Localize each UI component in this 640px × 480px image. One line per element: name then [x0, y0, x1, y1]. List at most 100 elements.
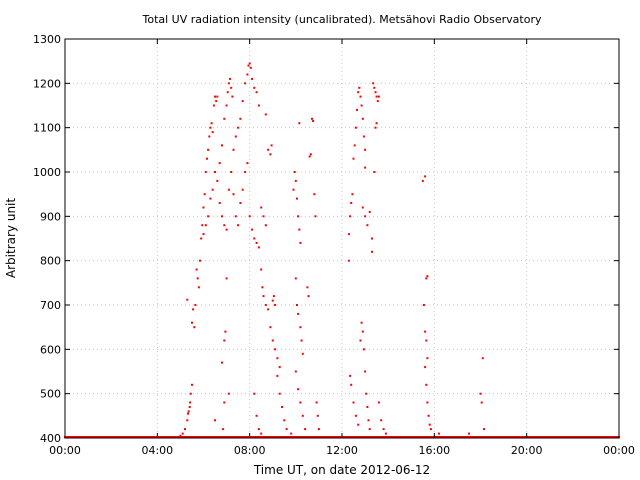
data-point [239, 117, 242, 120]
data-point [312, 120, 315, 122]
data-point [274, 304, 277, 306]
data-point [301, 414, 304, 417]
y-tick-label: 700 [40, 299, 61, 312]
data-point [267, 308, 270, 311]
data-point [349, 215, 352, 218]
data-point [425, 277, 428, 280]
data-point [373, 86, 376, 89]
data-point [212, 104, 215, 107]
data-point [237, 126, 240, 129]
data-point [209, 197, 212, 200]
data-point [261, 286, 264, 289]
data-point [299, 326, 302, 329]
data-point [283, 419, 286, 422]
data-point [231, 95, 234, 98]
data-point [374, 126, 377, 129]
data-point [270, 144, 273, 147]
y-tick-label: 900 [40, 210, 61, 223]
data-point [225, 277, 228, 280]
data-point [223, 339, 226, 342]
data-point [297, 215, 300, 218]
data-point [380, 419, 383, 422]
data-point [354, 126, 357, 129]
grid-lines [65, 39, 619, 438]
data-point [360, 321, 363, 324]
data-point [232, 193, 235, 196]
data-point [255, 91, 258, 94]
data-point [246, 162, 249, 165]
data-point [186, 419, 189, 422]
x-tick-label: 00:00 [49, 444, 81, 457]
data-point [230, 86, 233, 89]
data-point [368, 428, 371, 431]
data-point [422, 304, 425, 306]
data-point [359, 95, 362, 98]
data-point [224, 330, 227, 333]
data-point [194, 304, 197, 306]
data-point [251, 228, 253, 231]
data-point [377, 95, 380, 98]
data-point [350, 202, 353, 204]
data-point [246, 73, 249, 76]
data-point [187, 412, 189, 415]
data-point [272, 295, 275, 298]
data-point [192, 308, 195, 311]
x-tick-label: 12:00 [326, 444, 358, 457]
data-point [350, 383, 353, 386]
data-point [223, 401, 226, 404]
data-point [426, 357, 429, 360]
data-points [64, 62, 620, 439]
x-tick-label: 04:00 [141, 444, 173, 457]
y-tick-label: 400 [40, 432, 61, 445]
x-axis-ticks: 00:00 04:00 08:00 12:00 16:00 20:00 00:00 [49, 39, 635, 457]
data-point [201, 224, 204, 227]
data-point [368, 210, 371, 213]
data-point [237, 224, 240, 227]
data-point [262, 295, 265, 298]
data-point [257, 246, 260, 249]
data-point [317, 428, 320, 431]
data-point [271, 299, 274, 302]
data-point [260, 268, 263, 271]
chart-title: Total UV radiation intensity (uncalibrat… [142, 13, 542, 26]
data-point [222, 428, 225, 431]
data-point [221, 144, 223, 147]
data-point [202, 233, 205, 236]
data-point [366, 224, 369, 227]
data-point [354, 414, 357, 417]
data-point [307, 295, 310, 298]
data-point [364, 166, 367, 169]
x-tick-label: 00:00 [603, 444, 635, 457]
data-point [253, 392, 256, 395]
data-point [351, 193, 354, 196]
data-point [274, 348, 277, 351]
data-point [425, 339, 428, 342]
x-axis-label: Time UT, on date 2012-06-12 [253, 463, 430, 477]
data-point [207, 215, 210, 218]
data-point [255, 241, 258, 244]
data-point [360, 104, 363, 107]
data-point [290, 432, 293, 435]
data-point [210, 122, 213, 125]
data-point [479, 392, 482, 395]
data-point [226, 91, 229, 94]
data-point [437, 432, 440, 435]
y-tick-label: 1100 [33, 122, 61, 135]
data-point [300, 339, 303, 342]
data-point [221, 361, 223, 364]
data-point [309, 153, 312, 156]
x-tick-label: 20:00 [511, 444, 543, 457]
data-point [186, 298, 189, 301]
data-point [362, 348, 365, 351]
data-point [221, 215, 223, 218]
data-point [314, 215, 317, 218]
data-point [297, 388, 300, 391]
data-point [260, 206, 263, 209]
data-point [384, 432, 387, 435]
data-point [364, 215, 367, 218]
data-point [375, 95, 378, 98]
x-tick-label: 16:00 [418, 444, 450, 457]
y-tick-label: 1200 [33, 77, 61, 90]
data-point [347, 259, 350, 262]
data-point [298, 228, 301, 231]
